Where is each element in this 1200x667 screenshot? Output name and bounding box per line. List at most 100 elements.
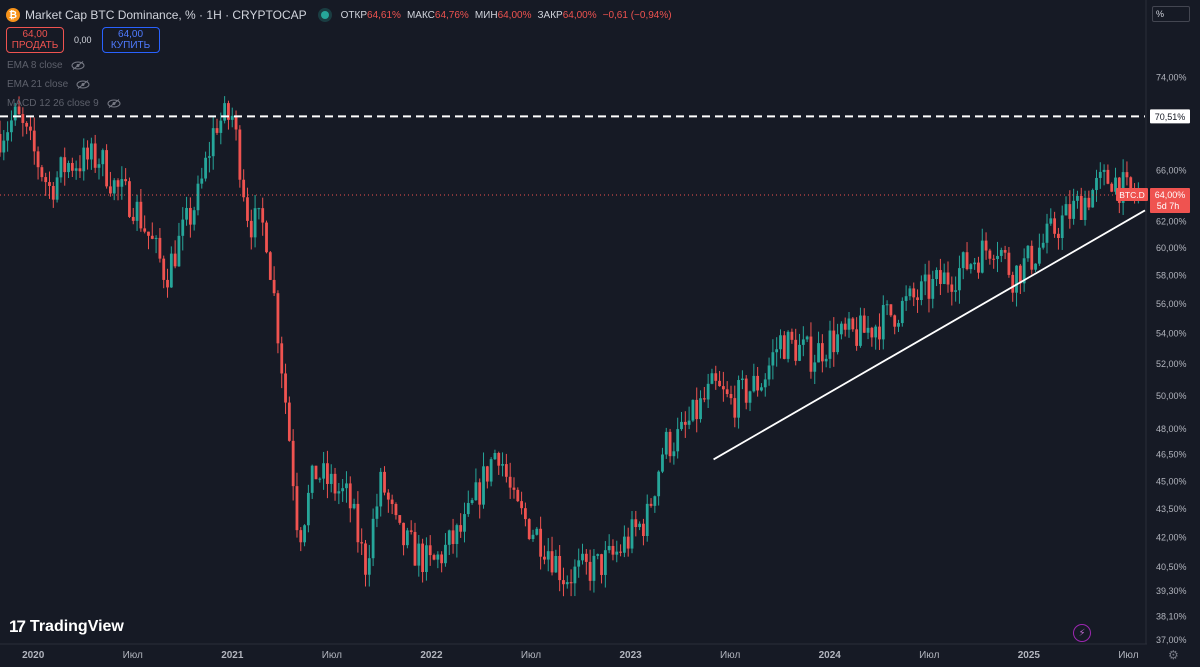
y-tick-label: 58,00%	[1156, 270, 1187, 280]
buy-price: 64,00	[118, 29, 144, 40]
candle-body	[345, 483, 348, 489]
candle-body	[999, 250, 1003, 256]
candle-body	[565, 582, 569, 585]
candle-body	[664, 431, 668, 455]
candle-body	[463, 514, 466, 532]
candle-body	[413, 531, 417, 566]
candle-body	[539, 528, 543, 557]
candle-body	[718, 380, 721, 387]
candle-body	[230, 115, 234, 120]
candle-body	[303, 525, 306, 543]
candle-body	[878, 326, 881, 340]
candle-body	[927, 274, 931, 299]
candle-body	[676, 429, 680, 452]
scale-mode-toggle[interactable]: %	[1152, 6, 1190, 22]
candle-body	[1053, 218, 1057, 234]
candle-body	[752, 375, 756, 392]
candle-body	[958, 268, 961, 291]
candle-body	[131, 216, 135, 221]
candle-body	[162, 258, 166, 280]
x-tick-label: Июл	[720, 650, 740, 661]
candle-body	[508, 476, 512, 488]
last-price-box	[1150, 188, 1190, 214]
lightning-icon[interactable]: ⚡	[1073, 624, 1091, 642]
candle-body	[1030, 245, 1034, 270]
candle-body	[383, 471, 386, 493]
symbol-tag-box	[1116, 188, 1148, 202]
indicator-macd[interactable]: MACD 12 26 close 9	[7, 98, 121, 109]
candle-body	[706, 383, 710, 400]
candle-body	[196, 183, 200, 211]
candle-body	[790, 331, 794, 340]
candle-body	[1064, 204, 1068, 216]
candle-body	[836, 334, 839, 353]
candle-body	[938, 270, 942, 285]
last-price-label: 64,00%	[1155, 190, 1186, 200]
chart-header: ₿ Market Cap BTC Dominance, % · 1H · CRY…	[6, 6, 678, 24]
candle-body	[394, 504, 398, 516]
candle-body	[379, 471, 383, 507]
candle-body	[219, 120, 223, 133]
candle-body	[177, 235, 181, 267]
candle-body	[516, 489, 520, 502]
candle-body	[527, 519, 531, 540]
candle-body	[105, 150, 109, 187]
tradingview-mark-icon: 17	[9, 617, 26, 636]
y-tick-label: 40,50%	[1156, 562, 1187, 572]
candle-body	[584, 553, 588, 562]
eye-off-icon[interactable]	[76, 80, 90, 89]
candle-body	[763, 379, 767, 388]
buy-button[interactable]: 64,00 КУПИТЬ	[101, 27, 160, 53]
candle-body	[607, 545, 611, 551]
candle-body	[984, 240, 988, 251]
buy-label: КУПИТЬ	[110, 40, 151, 51]
candle-body	[17, 106, 21, 115]
candle-body	[942, 272, 946, 285]
candle-body	[866, 327, 870, 333]
indicator-ema8[interactable]: EMA 8 close	[7, 60, 85, 71]
brand-name: TradingView	[29, 618, 124, 635]
candle-body	[246, 197, 249, 221]
x-tick-label: 2022	[420, 650, 443, 661]
candle-body	[112, 180, 116, 194]
candle-body	[828, 330, 832, 359]
candle-body	[600, 554, 603, 575]
candle-body	[771, 352, 775, 366]
tradingview-logo[interactable]: 17 TradingView	[9, 617, 124, 637]
candle-body	[135, 201, 139, 221]
candle-body	[973, 262, 977, 265]
candle-body	[912, 288, 916, 298]
candle-body	[581, 553, 584, 561]
candle-body	[996, 255, 999, 260]
eye-off-icon[interactable]	[107, 99, 121, 108]
candle-body	[326, 463, 329, 484]
level-price-box	[1150, 109, 1190, 124]
candle-body	[626, 536, 630, 549]
candle-body	[466, 503, 470, 515]
sell-button[interactable]: 64,00 ПРОДАТЬ	[6, 27, 64, 53]
candle-body	[367, 558, 371, 575]
candle-body	[432, 555, 436, 560]
candle-body	[299, 530, 303, 543]
candle-body	[390, 499, 394, 505]
candle-body	[188, 207, 192, 225]
candle-body	[1034, 263, 1037, 270]
gear-icon[interactable]: ⚙	[1168, 648, 1179, 662]
candle-body	[409, 530, 413, 532]
candle-body	[897, 323, 900, 327]
candle-body	[950, 284, 954, 292]
candle-body	[417, 543, 421, 566]
candle-body	[714, 373, 718, 381]
candle-body	[767, 365, 771, 380]
eye-off-icon[interactable]	[71, 61, 85, 70]
market-status-icon[interactable]	[320, 11, 329, 19]
symbol-title[interactable]: Market Cap BTC Dominance, % · 1H · CRYPT…	[25, 8, 307, 22]
candle-body	[839, 323, 843, 335]
x-tick-label: Июл	[322, 650, 342, 661]
open-label: ОТКР	[340, 9, 368, 21]
candle-body	[946, 272, 950, 285]
candle-body	[306, 492, 310, 526]
y-tick-label: 62,00%	[1156, 216, 1187, 226]
indicator-ema21[interactable]: EMA 21 close	[7, 79, 90, 90]
